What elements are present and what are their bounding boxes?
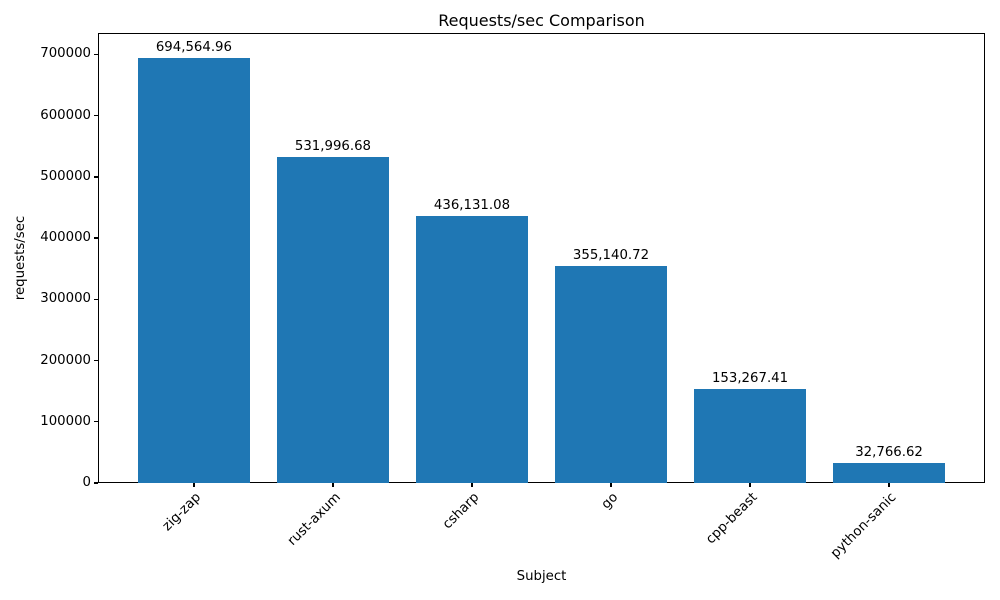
x-tick-label: python-sanic [828, 490, 900, 562]
x-tick [193, 483, 195, 487]
bar-value-label: 436,131.08 [433, 197, 511, 213]
bar-value-label: 531,996.68 [294, 139, 372, 155]
x-tick-label: go [599, 490, 622, 513]
bar [555, 265, 667, 483]
bar-value-label: 32,766.62 [855, 444, 923, 460]
x-tick [610, 483, 612, 487]
y-tick [94, 298, 98, 301]
y-tick [94, 114, 98, 117]
y-tick-label: 100000 [40, 413, 91, 429]
bar-value-label: 694,564.96 [155, 39, 232, 55]
bar-value-label: 153,267.41 [711, 371, 789, 387]
y-tick [94, 482, 98, 484]
y-tick-label: 600000 [40, 107, 91, 123]
y-axis-label: requests/sec [13, 215, 28, 301]
y-tick [94, 359, 98, 362]
bar [138, 57, 250, 483]
x-tick [749, 483, 751, 487]
y-tick [94, 237, 98, 239]
y-tick-label: 400000 [40, 230, 91, 246]
x-tick [888, 483, 890, 487]
x-tick [471, 483, 473, 487]
x-tick [332, 483, 334, 487]
bar-value-label: 355,140.72 [572, 247, 650, 263]
chart-title: Requests/sec Comparison [438, 11, 645, 30]
x-tick-label: rust-axum [284, 490, 344, 549]
x-tick-label: zig-zap [160, 490, 205, 535]
bar [277, 157, 389, 483]
y-tick-label: 700000 [40, 46, 91, 62]
y-tick-label: 0 [82, 475, 91, 490]
y-tick-label: 300000 [40, 291, 91, 307]
x-tick-label: cpp-beast [703, 490, 761, 548]
bar [833, 462, 945, 483]
y-tick [94, 53, 98, 56]
x-axis-label: Subject [516, 569, 567, 584]
bar [694, 389, 806, 483]
y-tick [94, 176, 98, 178]
x-tick-label: csharp [440, 490, 483, 533]
bar [416, 215, 528, 483]
y-tick-label: 500000 [40, 168, 91, 184]
y-tick-label: 200000 [40, 352, 91, 368]
y-tick [94, 421, 98, 423]
